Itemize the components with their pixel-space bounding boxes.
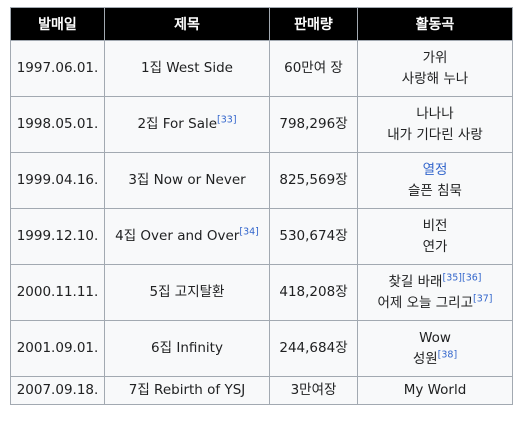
song-line: 비전 xyxy=(360,216,510,237)
release-date-cell: 1997.06.01. xyxy=(10,40,105,97)
album-title-cell: 2집 For Sale[33] xyxy=(104,96,270,153)
song-line: 가위 xyxy=(360,48,510,69)
song-title: 나나나 xyxy=(416,105,454,122)
table-row: 1997.06.01. 1집 West Side 60만여 장 가위 사랑해 누나 xyxy=(10,40,513,97)
song-line: 어제 오늘 그리고[37] xyxy=(360,293,510,314)
song-title: 어제 오늘 그리고 xyxy=(377,294,473,311)
song-line: 연가 xyxy=(360,237,510,258)
table-row: 1999.12.10. 4집 Over and Over[34] 530,674장 비… xyxy=(10,208,513,265)
album-title-cell: 1집 West Side xyxy=(104,40,270,97)
song-line: 슬픈 침묵 xyxy=(360,181,510,202)
sales-cell: 825,569장 xyxy=(269,152,358,209)
song-line: 사랑해 누나 xyxy=(360,69,510,90)
promoted-songs-cell: My World xyxy=(357,376,513,405)
promoted-songs-cell: 찾길 바래[35][36] 어제 오늘 그리고[37] xyxy=(357,264,513,321)
album-title: 1집 West Side xyxy=(141,60,233,76)
reference-link[interactable]: [35][36] xyxy=(442,272,482,283)
song-title: 내가 기다린 사랑 xyxy=(387,126,483,143)
album-title-cell: 5집 고지탈환 xyxy=(104,264,270,321)
table-row: 1999.04.16. 3집 Now or Never 825,569장 열정 슬픈 침… xyxy=(10,152,513,209)
song-title: 성원 xyxy=(412,350,438,367)
song-line: 내가 기다린 사랑 xyxy=(360,125,510,146)
table-row: 1998.05.01. 2집 For Sale[33] 798,296장 나나나 내가 … xyxy=(10,96,513,153)
sales-cell: 60만여 장 xyxy=(269,40,358,97)
song-title: 찾길 바래 xyxy=(388,273,443,290)
sales-cell: 418,208장 xyxy=(269,264,358,321)
song-title: Wow xyxy=(419,329,451,346)
header-row: 발매일 제목 판매량 활동곡 xyxy=(10,7,513,41)
reference-link[interactable]: [38] xyxy=(437,349,458,360)
sales-cell: 244,684장 xyxy=(269,320,358,377)
release-date-cell: 2001.09.01. xyxy=(10,320,105,377)
song-title: 슬픈 침묵 xyxy=(408,182,462,199)
song-line: 열정 xyxy=(360,160,510,181)
song-line: My World xyxy=(360,380,510,401)
release-date-cell: 1998.05.01. xyxy=(10,96,105,153)
release-date-cell: 1999.12.10. xyxy=(10,208,105,265)
album-title: 6집 Infinity xyxy=(151,340,223,356)
song-line: 나나나 xyxy=(360,104,510,125)
album-title: 2집 For Sale xyxy=(137,116,218,132)
promoted-songs-cell: Wow 성원[38] xyxy=(357,320,513,377)
album-title: 5집 고지탈환 xyxy=(149,284,225,300)
table-row: 2000.11.11. 5집 고지탈환 418,208장 찾길 바래[35][36] 어… xyxy=(10,264,513,321)
release-date-cell: 2007.09.18. xyxy=(10,376,105,405)
song-link[interactable]: 열정 xyxy=(422,161,448,178)
song-line: 성원[38] xyxy=(360,349,510,370)
reference-link[interactable]: [34] xyxy=(239,226,259,238)
discography-table: 발매일 제목 판매량 활동곡 1997.06.01. 1집 West Side 60… xyxy=(10,7,513,405)
song-title: 사랑해 누나 xyxy=(401,70,469,87)
album-title-cell: 4집 Over and Over[34] xyxy=(104,208,270,265)
table-row: 2007.09.18. 7집 Rebirth of YSJ 3만여장 My World xyxy=(10,376,513,405)
release-date-cell: 2000.11.11. xyxy=(10,264,105,321)
header-promoted-songs: 활동곡 xyxy=(357,7,513,41)
album-title: 4집 Over and Over xyxy=(115,228,240,244)
song-title: 가위 xyxy=(422,49,448,66)
header-release-date: 발매일 xyxy=(10,7,105,41)
header-sales: 판매량 xyxy=(269,7,358,41)
header-title: 제목 xyxy=(104,7,270,41)
release-date-cell: 1999.04.16. xyxy=(10,152,105,209)
sales-cell: 3만여장 xyxy=(269,376,358,405)
song-title: My World xyxy=(403,382,467,398)
reference-link[interactable]: [33] xyxy=(217,114,237,126)
song-title: 비전 xyxy=(422,217,448,234)
song-line: Wow xyxy=(360,328,510,349)
sales-cell: 798,296장 xyxy=(269,96,358,153)
album-title-cell: 7집 Rebirth of YSJ xyxy=(104,376,270,405)
reference-link[interactable]: [37] xyxy=(473,293,493,304)
table-row: 2001.09.01. 6집 Infinity 244,684장 Wow 성원[38] xyxy=(10,320,513,377)
album-title-cell: 6집 Infinity xyxy=(104,320,270,377)
album-title: 3집 Now or Never xyxy=(128,172,246,188)
sales-cell: 530,674장 xyxy=(269,208,358,265)
album-title: 7집 Rebirth of YSJ xyxy=(128,382,246,398)
song-title: 연가 xyxy=(422,238,448,255)
album-title-cell: 3집 Now or Never xyxy=(104,152,270,209)
song-line: 찾길 바래[35][36] xyxy=(360,272,510,293)
